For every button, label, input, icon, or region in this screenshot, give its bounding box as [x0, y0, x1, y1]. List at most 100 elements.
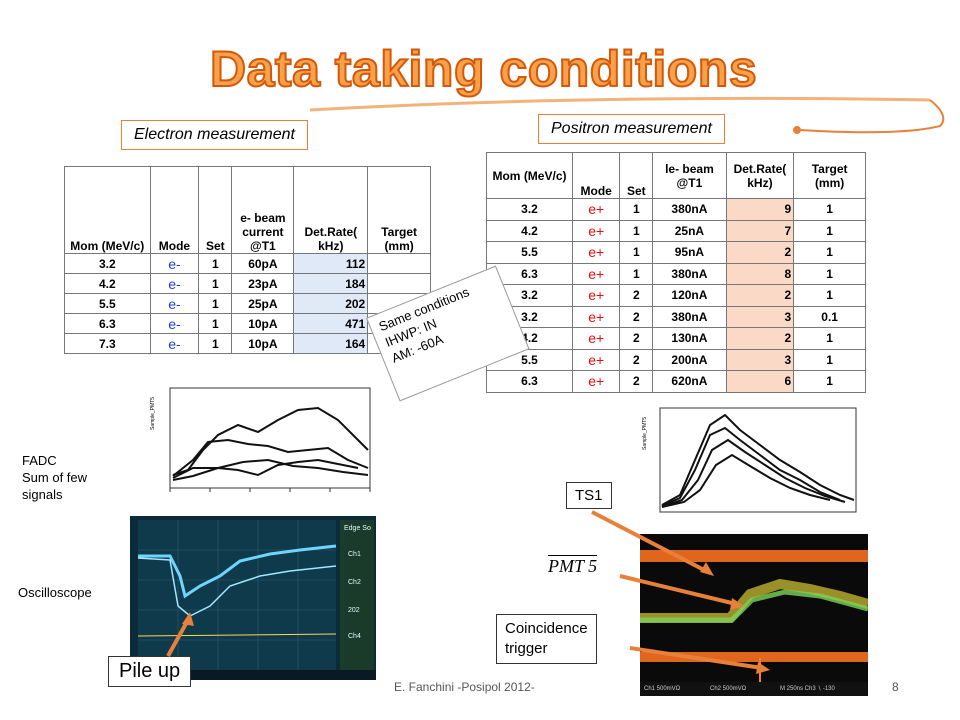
svg-text:Ch2 500mVΩ: Ch2 500mVΩ [710, 686, 747, 692]
table-cell: 3.2 [486, 198, 573, 221]
page-number: 8 [892, 680, 899, 694]
table-cell: 23pA [231, 273, 295, 294]
table-cell: e- [149, 293, 200, 314]
header-mom: Mom (MeV/c) [486, 152, 573, 199]
svg-text:Ch1: Ch1 [348, 551, 361, 558]
electron-table-header-row: Mom (MeV/c) Mode Set e- beam current @T1… [64, 166, 431, 254]
table-cell: 620nA [652, 370, 727, 393]
header-target: Target (mm) [367, 166, 431, 254]
table-cell: 130nA [652, 327, 727, 350]
fadc-plot-right: Sample_PMT5 [642, 407, 857, 513]
table-cell: 8 [725, 262, 795, 285]
table-row: 5.5 e- 1 25pA 202 [64, 293, 431, 314]
svg-text:M 250ns Ch3 ∖ -130: M 250ns Ch3 ∖ -130 [780, 686, 836, 692]
electron-measurement-label: Electron measurement [121, 120, 308, 150]
table-cell: 95nA [652, 241, 727, 264]
table-cell: 1 [198, 273, 233, 294]
title-swoosh-decoration [309, 96, 945, 134]
svg-text:202: 202 [348, 607, 360, 614]
table-cell: 1 [793, 370, 866, 393]
table-cell: e+ [571, 305, 621, 328]
table-row: 3.2 e+ 2 380nA 3 0.1 [486, 305, 866, 328]
table-row: 3.2 e+ 1 380nA 9 1 [486, 198, 866, 221]
table-cell: e+ [571, 284, 621, 307]
table-cell: e+ [571, 327, 621, 350]
table-cell: 1 [619, 262, 654, 285]
table-cell: 4.2 [64, 273, 151, 294]
header-beam-current: e- beam current @T1 [231, 166, 295, 254]
table-cell: 1 [793, 348, 866, 371]
table-cell: 164 [293, 333, 369, 354]
table-row: 6.3 e+ 2 620nA 6 1 [486, 370, 866, 393]
header-set: Set [198, 166, 233, 254]
table-cell: 1 [198, 293, 233, 314]
fadc-line: signals [22, 487, 63, 502]
fadc-plot-left: Sample_PMT5 [150, 387, 371, 492]
table-cell: 2 [725, 241, 795, 264]
table-row: 4.2 e- 1 23pA 184 [64, 273, 431, 294]
table-cell: 10pA [231, 333, 295, 354]
header-set: Set [619, 152, 654, 199]
table-row: 6.3 e- 1 10pA 471 [64, 313, 431, 334]
table-cell: 1 [793, 327, 866, 350]
table-cell: e+ [571, 348, 621, 371]
header-mode: Mode [149, 166, 200, 254]
slide-title: Data taking conditions [209, 40, 758, 98]
table-cell: 1 [793, 219, 866, 242]
table-cell: 3.2 [64, 253, 151, 274]
table-row: 4.2 e+ 2 130nA 2 1 [486, 327, 866, 350]
table-cell: 1 [198, 333, 233, 354]
table-cell: 5.5 [486, 241, 573, 264]
table-cell: 1 [619, 198, 654, 221]
table-cell: 202 [293, 293, 369, 314]
coincidence-trigger-callout: Coincidence trigger [496, 614, 597, 664]
table-cell: e+ [571, 370, 621, 393]
table-cell: 120nA [652, 284, 727, 307]
table-cell: e+ [571, 262, 621, 285]
table-cell: 60pA [231, 253, 295, 274]
table-cell: 1 [793, 262, 866, 285]
callout-arrows-right [591, 510, 770, 674]
header-mom: Mom (MeV/c) [64, 166, 151, 254]
svg-text:Ch2: Ch2 [348, 579, 361, 586]
table-cell: 1 [619, 241, 654, 264]
table-row: 3.2 e- 1 60pA 112 [64, 253, 431, 274]
table-cell: 25pA [231, 293, 295, 314]
table-cell: 6 [725, 370, 795, 393]
svg-text:Ch1 500mVΩ: Ch1 500mVΩ [644, 686, 681, 692]
table-cell: 1 [198, 253, 233, 274]
table-cell: 1 [793, 241, 866, 264]
table-cell: 2 [725, 284, 795, 307]
table-cell: 7 [725, 219, 795, 242]
table-cell: 2 [725, 327, 795, 350]
footer-text: E. Fanchini -Posipol 2012- [394, 680, 535, 694]
svg-text:Sample_PMT5: Sample_PMT5 [642, 417, 648, 450]
table-cell: e+ [571, 198, 621, 221]
table-cell: 4.2 [486, 219, 573, 242]
svg-text:Edge So: Edge So [344, 525, 371, 532]
table-cell: e- [149, 333, 200, 354]
table-cell: 9 [725, 198, 795, 221]
table-cell: 2 [619, 305, 654, 328]
table-cell: 380nA [652, 198, 727, 221]
pile-up-callout: Pile up [108, 656, 192, 687]
table-row: 3.2 e+ 2 120nA 2 1 [486, 284, 866, 307]
header-det-rate: Det.Rate( kHz) [725, 152, 795, 199]
table-cell: 2 [619, 284, 654, 307]
pile-up-arrow [166, 612, 194, 657]
oscilloscope-label: Oscilloscope [18, 585, 92, 600]
table-cell: 3 [725, 348, 795, 371]
table-cell: 471 [293, 313, 369, 334]
table-cell: 0.1 [793, 305, 866, 328]
table-cell: 6.3 [486, 370, 573, 393]
svg-text:Ch4: Ch4 [348, 633, 361, 640]
positron-table: Mom (MeV/c) Mode Set le- beam @T1 Det.Ra… [486, 152, 866, 393]
header-beam: le- beam @T1 [652, 152, 727, 199]
ts1-callout: TS1 [566, 482, 612, 509]
table-cell: 1 [793, 284, 866, 307]
table-cell: 112 [293, 253, 369, 274]
table-cell [367, 253, 431, 274]
header-mode: Mode [571, 152, 621, 199]
fadc-line: FADC [22, 453, 57, 468]
svg-text:Sample_PMT5: Sample_PMT5 [150, 397, 156, 430]
